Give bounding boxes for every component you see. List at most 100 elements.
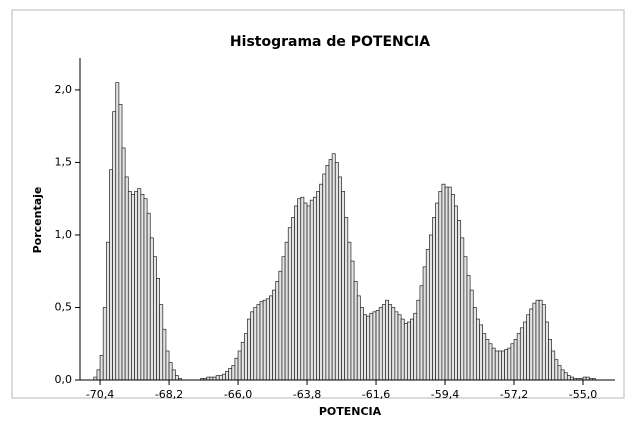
bar — [350, 260, 355, 381]
bar — [149, 237, 154, 381]
bar — [391, 307, 396, 381]
bar — [215, 375, 220, 381]
bar — [438, 191, 443, 381]
bar — [535, 299, 540, 381]
chart-title: Histograma de POTENCIA — [230, 34, 430, 50]
bar — [428, 234, 433, 381]
bar — [281, 256, 286, 381]
bar — [466, 275, 471, 381]
bar — [548, 339, 553, 381]
bar — [457, 220, 462, 381]
bar — [538, 299, 543, 381]
x-axis-label: POTENCIA — [319, 405, 382, 418]
y-tick-label: 1,5 — [55, 155, 73, 168]
bar — [557, 365, 562, 381]
bar — [259, 301, 264, 381]
bar — [272, 289, 277, 381]
bar — [253, 307, 258, 381]
bar — [488, 343, 493, 381]
bar — [494, 350, 499, 381]
bar — [140, 193, 145, 381]
bar — [134, 191, 139, 381]
bar — [118, 104, 123, 381]
bar — [341, 191, 346, 381]
y-tick-label: 2,0 — [55, 83, 73, 96]
bar — [479, 324, 484, 381]
bar — [485, 339, 490, 381]
bar — [435, 202, 440, 381]
bar — [463, 256, 468, 381]
bar — [127, 191, 132, 381]
bar — [545, 321, 549, 381]
bar — [513, 339, 518, 381]
bar — [519, 327, 524, 381]
bar — [328, 159, 333, 381]
bar — [419, 285, 424, 381]
bar — [403, 323, 408, 381]
bar — [460, 237, 465, 381]
bar — [563, 372, 568, 381]
bar — [385, 299, 389, 381]
bar — [356, 295, 361, 381]
bar — [516, 333, 521, 381]
bar — [507, 347, 512, 381]
bar — [378, 307, 383, 381]
y-tick-label: 1,0 — [55, 228, 73, 241]
bar — [422, 266, 427, 381]
bar — [501, 350, 505, 381]
bar — [165, 350, 170, 381]
bar — [334, 162, 339, 381]
x-tick-label: -68,2 — [155, 388, 183, 401]
bar — [312, 196, 317, 381]
bar — [344, 217, 349, 381]
bar — [294, 205, 298, 381]
bar — [112, 111, 117, 381]
bar — [407, 321, 411, 381]
bar — [476, 318, 480, 381]
bar — [109, 169, 113, 381]
bar — [287, 227, 292, 381]
bar — [234, 357, 239, 381]
bar — [454, 205, 458, 381]
bar — [551, 350, 556, 381]
bar — [316, 191, 320, 381]
bar — [99, 354, 104, 381]
bar — [115, 82, 120, 381]
bar — [269, 295, 273, 381]
bar — [353, 281, 358, 381]
bar — [247, 318, 251, 381]
bar — [228, 368, 233, 381]
bar — [137, 188, 142, 381]
bar — [131, 193, 135, 381]
bar — [146, 212, 151, 381]
bar — [174, 375, 179, 381]
bar — [309, 199, 314, 381]
bar — [250, 311, 255, 381]
bar — [338, 176, 342, 381]
bar — [532, 302, 537, 381]
bar — [482, 333, 487, 381]
bar — [331, 153, 336, 381]
x-tick-label: -70,4 — [86, 388, 114, 401]
bar — [162, 328, 167, 381]
bar — [225, 370, 229, 381]
bar — [237, 350, 242, 381]
bar — [284, 241, 289, 381]
bar — [262, 299, 267, 381]
bar — [363, 314, 367, 381]
bar — [447, 186, 452, 381]
bar — [425, 249, 430, 381]
bar — [491, 347, 496, 381]
bar — [319, 183, 324, 381]
bar — [444, 186, 449, 381]
bar — [510, 343, 515, 381]
bar — [96, 369, 101, 381]
bar — [265, 298, 270, 381]
bar — [291, 217, 295, 381]
bar — [156, 278, 161, 381]
bar — [388, 304, 393, 381]
bar — [541, 304, 546, 381]
bar — [469, 289, 474, 381]
bar — [153, 256, 157, 381]
